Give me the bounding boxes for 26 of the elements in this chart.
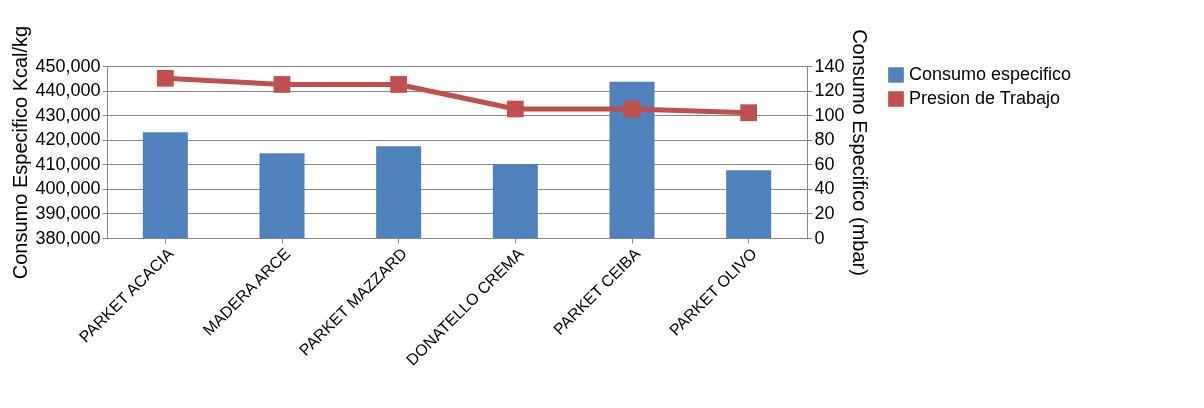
y2-tick-label: 100	[814, 104, 845, 125]
y2-tick-label: 80	[814, 129, 835, 150]
y-tick-label: 390,000	[35, 202, 101, 223]
y-tick-label: 450,000	[35, 55, 101, 76]
y2-tick-label: 120	[814, 80, 845, 101]
y2-tick-label: 40	[814, 178, 835, 199]
point	[390, 76, 408, 93]
y-tick-label: 380,000	[35, 227, 101, 248]
point	[273, 76, 291, 93]
y2-axis-title: Consumo Especifico (mbar)	[848, 29, 871, 276]
y2-tick-label: 60	[814, 153, 835, 174]
legend-label: Presion de Trabajo	[909, 88, 1061, 108]
point	[156, 69, 174, 87]
legend-label: Consumo especifico	[909, 64, 1072, 84]
y-tick-label: 410,000	[35, 153, 101, 174]
y-tick-label: 400,000	[35, 178, 101, 199]
y-axis-title: Consumo Especifico Kcal/kg	[9, 25, 32, 280]
y2-tick-label: 140	[814, 55, 845, 76]
point	[623, 100, 641, 118]
y2-tick-label: 0	[814, 227, 825, 248]
point	[506, 100, 524, 118]
y2-tick-label: 20	[814, 202, 835, 223]
point	[740, 104, 758, 122]
y-tick-label: 440,000	[35, 80, 101, 101]
y-tick-label: 420,000	[35, 129, 101, 150]
y-tick-label: 430,000	[35, 104, 101, 125]
